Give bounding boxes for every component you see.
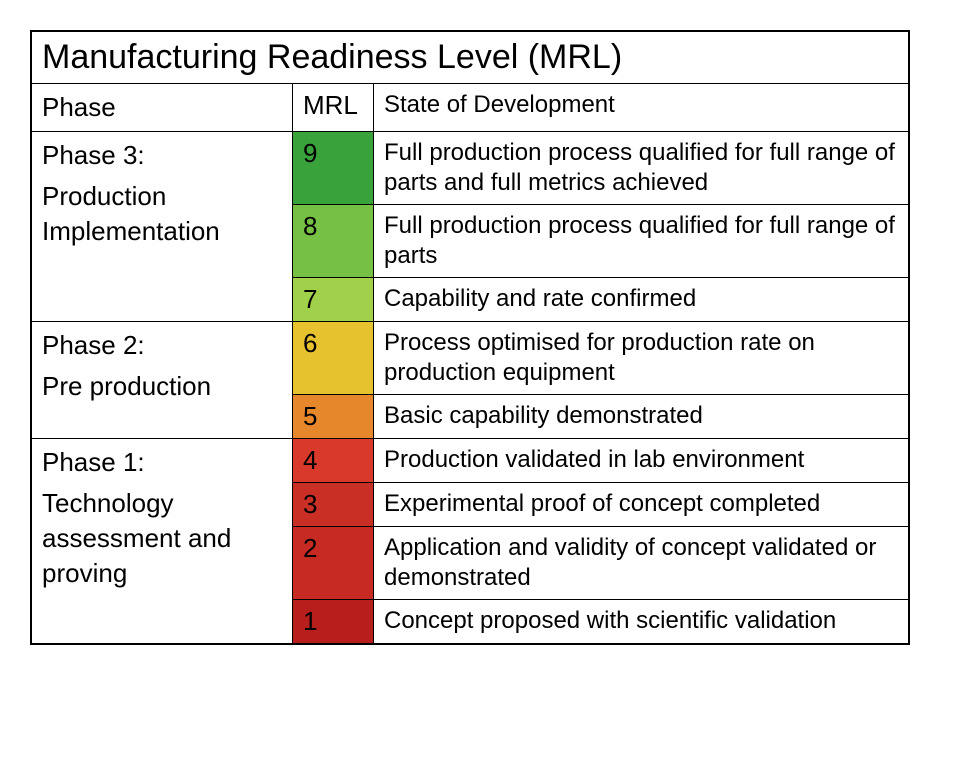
header-phase: Phase — [31, 84, 293, 132]
phase-cell: Phase 3:Production Implementation — [31, 132, 293, 322]
mrl-desc-cell: Concept proposed with scientific validat… — [374, 600, 910, 645]
mrl-level-cell: 3 — [293, 483, 374, 527]
mrl-table: Manufacturing Readiness Level (MRL)Phase… — [30, 30, 910, 645]
mrl-desc-cell: Production validated in lab environment — [374, 439, 910, 483]
mrl-desc-cell: Basic capability demonstrated — [374, 395, 910, 439]
mrl-desc-cell: Capability and rate confirmed — [374, 278, 910, 322]
mrl-level-cell: 8 — [293, 205, 374, 278]
mrl-level-cell: 5 — [293, 395, 374, 439]
mrl-level-cell: 1 — [293, 600, 374, 645]
mrl-desc-cell: Process optimised for production rate on… — [374, 322, 910, 395]
mrl-level-cell: 7 — [293, 278, 374, 322]
mrl-desc-cell: Experimental proof of concept completed — [374, 483, 910, 527]
mrl-level-cell: 2 — [293, 527, 374, 600]
table-title: Manufacturing Readiness Level (MRL) — [31, 31, 909, 84]
mrl-level-cell: 6 — [293, 322, 374, 395]
header-mrl: MRL — [293, 84, 374, 132]
table-row: Phase 1:Technology assessment and provin… — [31, 439, 909, 483]
mrl-level-cell: 9 — [293, 132, 374, 205]
header-state: State of Development — [374, 84, 910, 132]
mrl-desc-cell: Application and validity of concept vali… — [374, 527, 910, 600]
phase-cell: Phase 1:Technology assessment and provin… — [31, 439, 293, 645]
table-row: Phase 2:Pre production6Process optimised… — [31, 322, 909, 395]
table-row: Phase 3:Production Implementation9Full p… — [31, 132, 909, 205]
mrl-desc-cell: Full production process qualified for fu… — [374, 132, 910, 205]
mrl-desc-cell: Full production process qualified for fu… — [374, 205, 910, 278]
phase-cell: Phase 2:Pre production — [31, 322, 293, 439]
mrl-level-cell: 4 — [293, 439, 374, 483]
